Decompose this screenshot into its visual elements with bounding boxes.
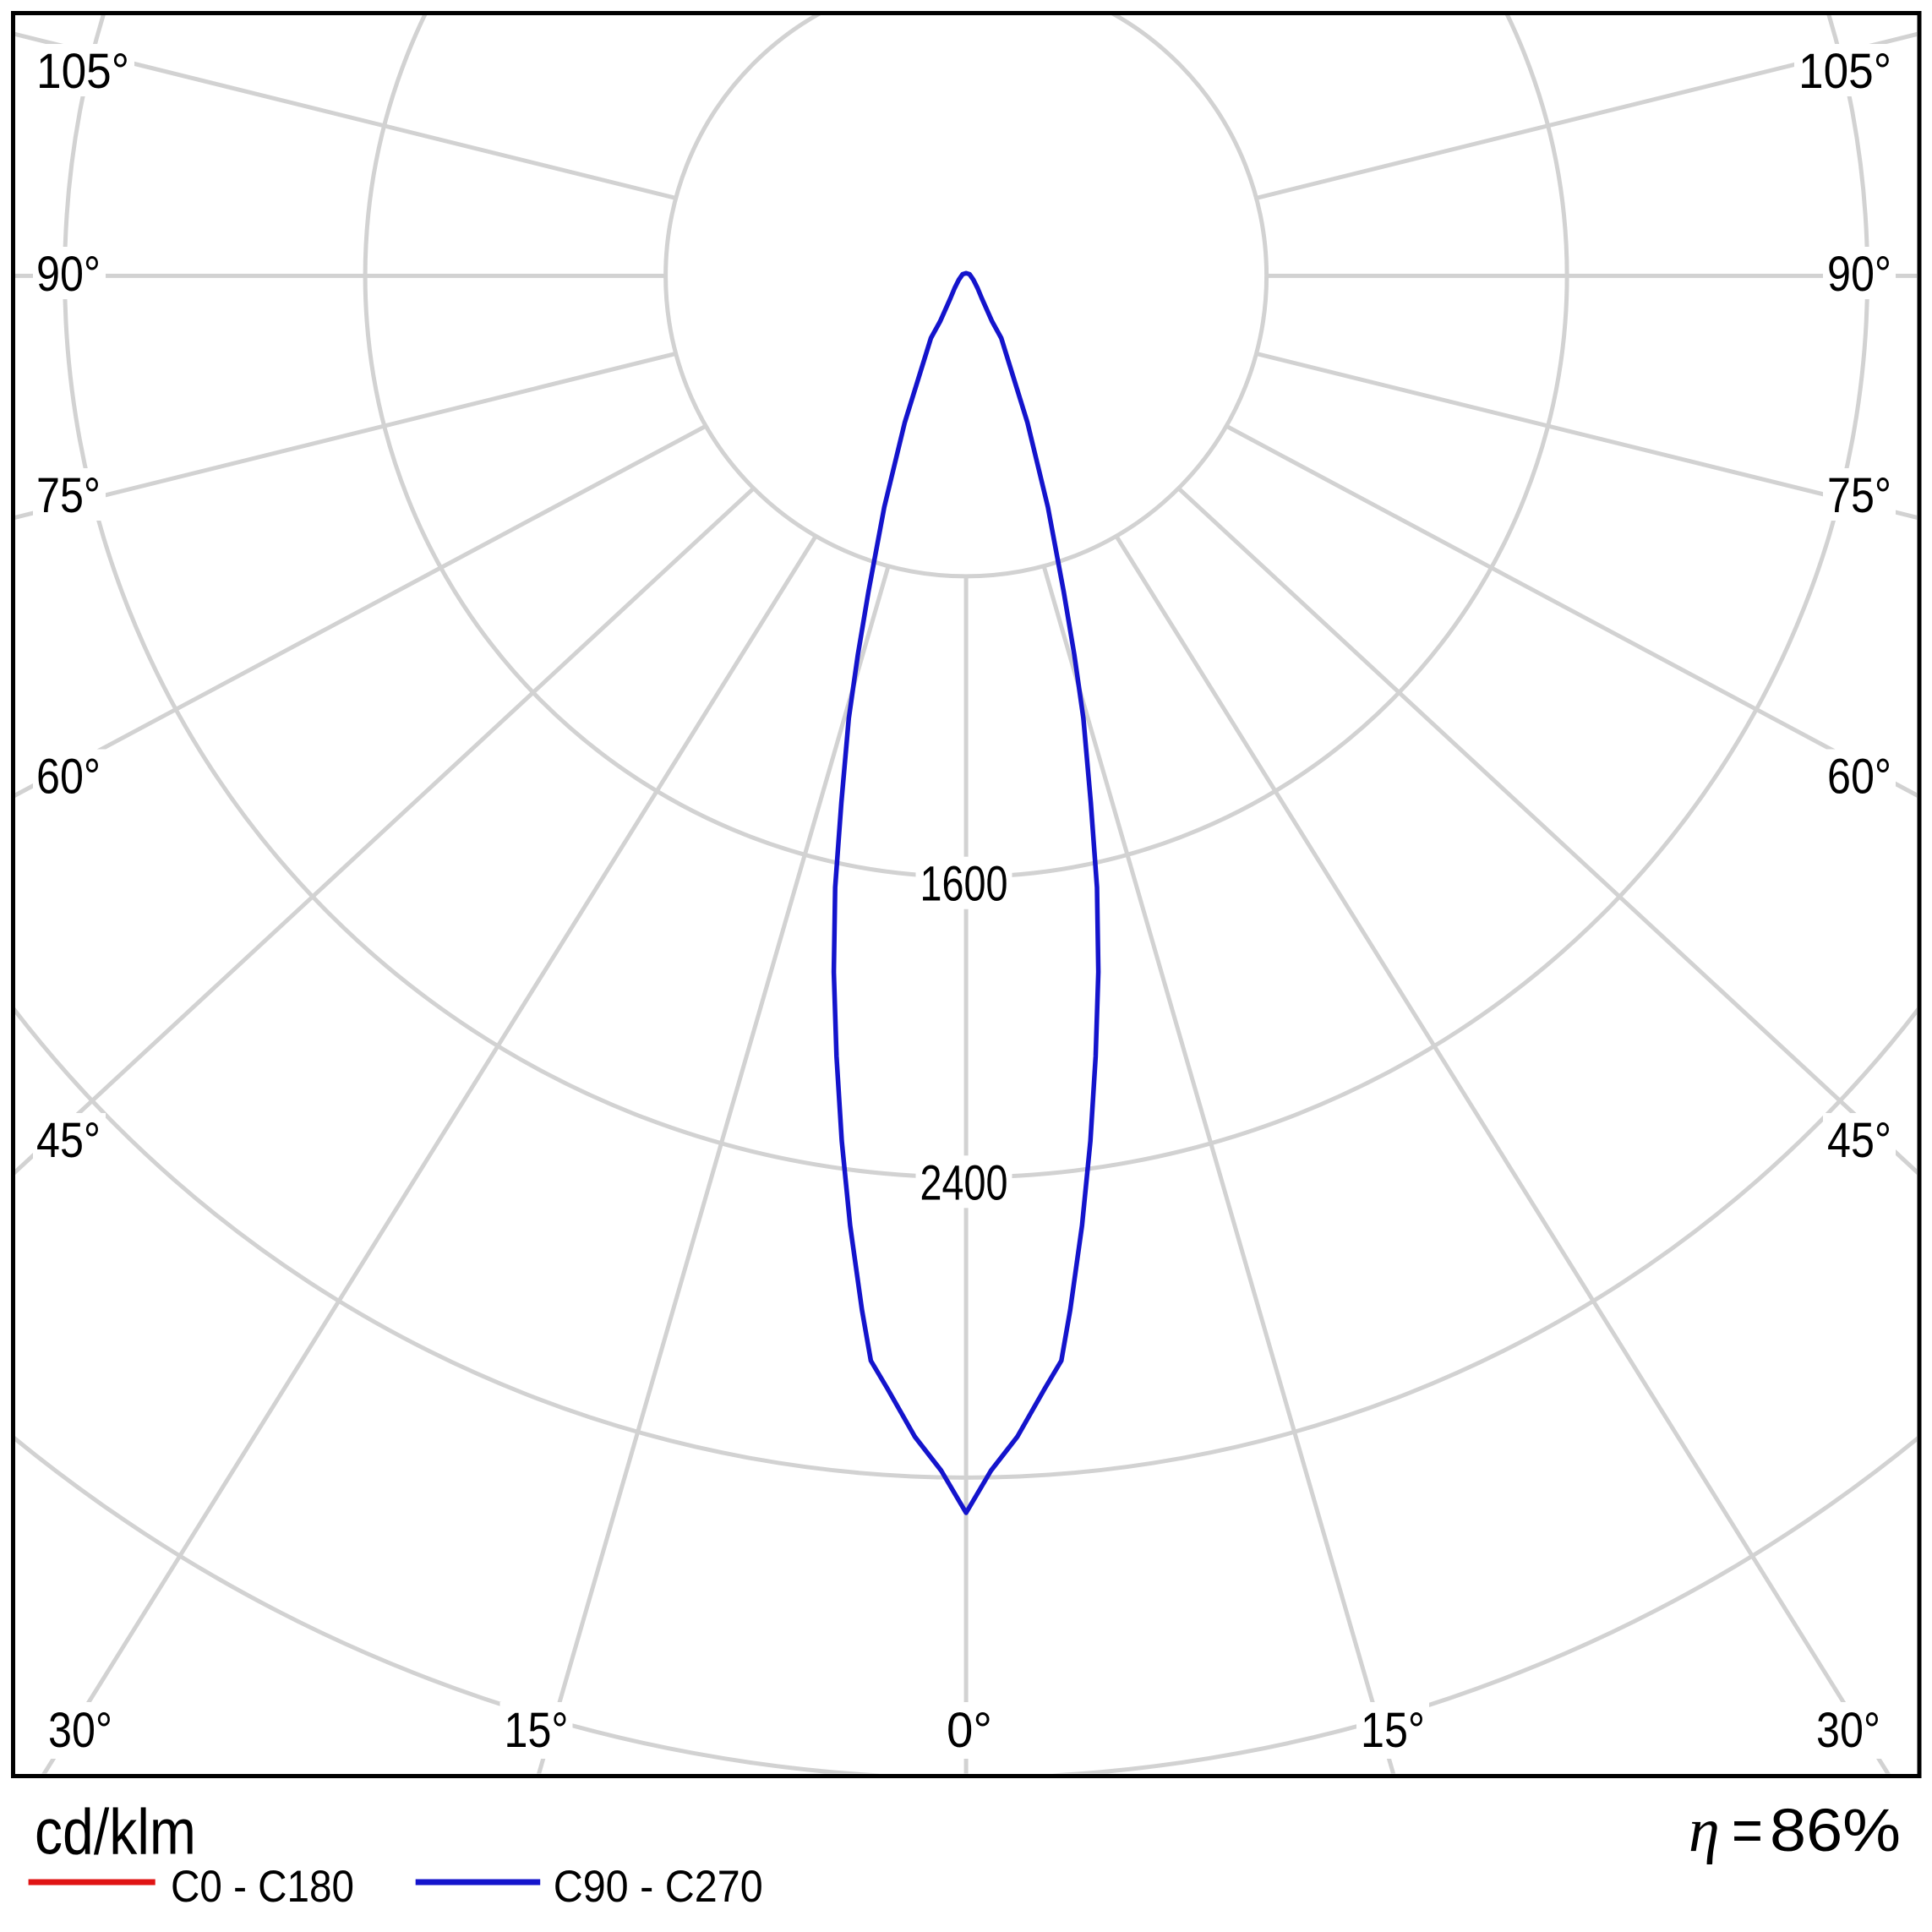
svg-text:60°: 60° <box>36 750 101 805</box>
svg-text:2400: 2400 <box>920 1155 1008 1210</box>
svg-text:=: = <box>1732 1798 1763 1864</box>
svg-text:45°: 45° <box>1827 1113 1891 1168</box>
svg-text:15°: 15° <box>1361 1703 1425 1758</box>
svg-text:75°: 75° <box>1827 468 1891 523</box>
svg-text:1600: 1600 <box>920 857 1008 912</box>
svg-text:η: η <box>1689 1796 1720 1865</box>
svg-text:86%: 86% <box>1770 1798 1901 1864</box>
svg-text:45°: 45° <box>36 1113 101 1168</box>
svg-text:15°: 15° <box>505 1703 569 1758</box>
svg-text:90°: 90° <box>1827 247 1891 302</box>
svg-text:30°: 30° <box>48 1703 112 1758</box>
svg-text:75°: 75° <box>36 468 101 523</box>
svg-text:0°: 0° <box>947 1703 992 1758</box>
svg-text:105°: 105° <box>36 44 129 99</box>
svg-text:cd/klm: cd/klm <box>35 1797 196 1869</box>
svg-text:90°: 90° <box>36 247 101 302</box>
svg-text:C0 - C180: C0 - C180 <box>171 1862 354 1912</box>
svg-text:30°: 30° <box>1816 1703 1880 1758</box>
svg-text:C90 - C270: C90 - C270 <box>554 1862 763 1912</box>
svg-text:60°: 60° <box>1827 750 1891 805</box>
svg-text:105°: 105° <box>1798 44 1891 99</box>
